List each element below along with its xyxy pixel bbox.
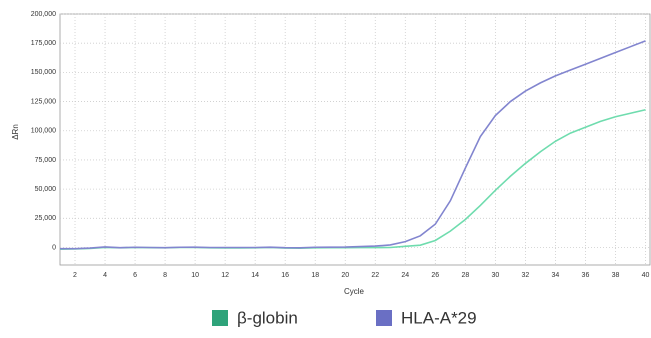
x-tick-label: 28 bbox=[461, 272, 469, 279]
x-tick-label: 40 bbox=[642, 272, 650, 279]
x-tick-label: 34 bbox=[552, 272, 560, 279]
y-tick-label: 0 bbox=[52, 244, 56, 251]
x-tick-label: 2 bbox=[73, 272, 77, 279]
y-tick-label: 25,000 bbox=[35, 215, 57, 222]
x-tick-label: 18 bbox=[311, 272, 319, 279]
x-tick-label: 32 bbox=[521, 272, 529, 279]
series-line bbox=[60, 40, 646, 250]
y-tick-label: 175,000 bbox=[31, 40, 56, 47]
legend-swatch bbox=[212, 310, 228, 326]
x-tick-label: 4 bbox=[103, 272, 107, 279]
y-tick-label: 200,000 bbox=[31, 11, 56, 18]
x-tick-label: 12 bbox=[221, 272, 229, 279]
x-tick-label: 30 bbox=[491, 272, 499, 279]
x-tick-label: 10 bbox=[191, 272, 199, 279]
x-tick-label: 14 bbox=[251, 272, 259, 279]
y-tick-label: 100,000 bbox=[31, 128, 56, 135]
y-tick-label: 150,000 bbox=[31, 69, 56, 76]
x-tick-label: 20 bbox=[341, 272, 349, 279]
x-tick-label: 24 bbox=[401, 272, 409, 279]
legend-label: HLA-A*29 bbox=[401, 308, 477, 327]
x-tick-label: 36 bbox=[582, 272, 590, 279]
y-tick-label: 75,000 bbox=[35, 157, 57, 164]
y-tick-label: 125,000 bbox=[31, 98, 56, 105]
plot-area bbox=[59, 13, 651, 266]
y-axis-label: ΔRn bbox=[11, 124, 20, 140]
x-tick-label: 38 bbox=[612, 272, 620, 279]
x-tick-label: 6 bbox=[133, 272, 137, 279]
legend-label: β-globin bbox=[237, 308, 298, 327]
x-axis-label: Cycle bbox=[344, 287, 365, 296]
x-tick-label: 22 bbox=[371, 272, 379, 279]
y-tick-label: 50,000 bbox=[35, 186, 57, 193]
x-tick-label: 26 bbox=[431, 272, 439, 279]
x-tick-label: 16 bbox=[281, 272, 289, 279]
x-tick-label: 8 bbox=[163, 272, 167, 279]
legend-swatch bbox=[376, 310, 392, 326]
